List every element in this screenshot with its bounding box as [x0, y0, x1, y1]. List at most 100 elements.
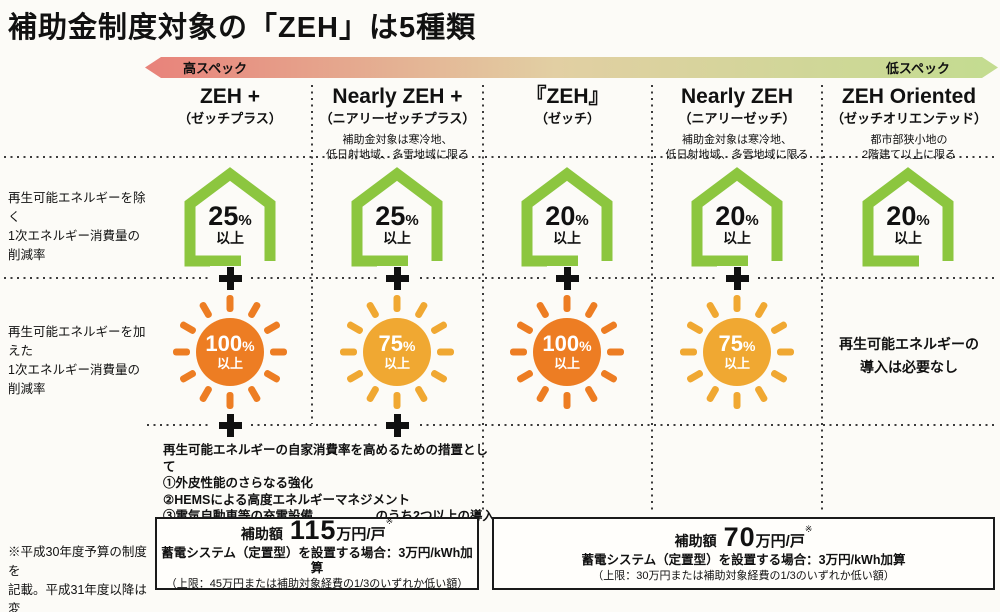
house-percentage: 20% 以上: [687, 166, 787, 268]
divider-col1-col2: [311, 85, 313, 424]
suffix: 以上: [383, 356, 410, 371]
subsidy-label: 補助額: [674, 533, 717, 549]
plus-icon: [210, 413, 250, 438]
measure-2: ②HEMSによる高度エネルギーマネジメント: [163, 492, 410, 507]
storage-system-line: 蓄電システム（定置型）を設置する場合：3万円/kWh加算: [161, 545, 473, 575]
percent-sign: %: [743, 338, 756, 354]
value: 20: [545, 201, 576, 231]
column-header-zeh-plus: ZEH + （ゼッチプラス）: [150, 84, 310, 128]
column-note: 補助金対象は寒冷地、 低日射地域、多雪地域に限る: [665, 134, 809, 161]
plus-icon: [377, 413, 417, 438]
sun-icon: 100% 以上: [507, 292, 627, 412]
measures-intro: 再生可能エネルギーの自家消費率を高めるための措置として: [163, 443, 489, 474]
subsidy-amount: 70万円/戸※: [724, 524, 813, 551]
subsidy-amount-line: 補助額 70万円/戸※: [675, 524, 813, 551]
budget-footnote: ※平成30年度予算の制度を 記載。平成31年度以降は変 更の可能性があります: [8, 545, 147, 612]
percent-sign: %: [575, 212, 589, 229]
storage-system-line: 蓄電システム（定置型）を設置する場合：3万円/kWh加算: [581, 553, 906, 567]
divider-row1-row2: [4, 277, 998, 279]
column-note: 都市部狭小地の 2階建て以上に限る: [861, 134, 957, 161]
high-spec-label: 高スペック: [183, 61, 248, 76]
sun-icon: 100% 以上: [170, 292, 290, 412]
plus-icon: [377, 266, 417, 291]
suffix: 以上: [216, 230, 244, 246]
cap-line: （上限：45万円または補助対象経費の1/3のいずれか低い額）: [165, 577, 469, 590]
suffix: 以上: [553, 356, 580, 371]
suffix: 以上: [383, 230, 411, 246]
divider-col2-col3: [482, 85, 484, 511]
subsidy-amount: 115万円/戸※: [289, 514, 393, 545]
subsidy-label: 補助額: [240, 525, 283, 542]
percent-sign: %: [242, 338, 255, 354]
column-kana: （ゼッチ）: [534, 111, 600, 126]
value: 100: [542, 331, 580, 356]
cap-line: （上限：30万円または補助対象経費の1/3のいずれか低い額）: [592, 570, 895, 582]
percent-sign: %: [745, 212, 759, 229]
page-title: 補助金制度対象の「ZEH」は5種類: [8, 12, 477, 44]
column-title: Nearly ZEH: [680, 85, 794, 108]
value: 25: [208, 201, 239, 231]
divider-row2-row3: [147, 424, 995, 426]
house-icon: 20% 以上: [858, 166, 958, 268]
column-header-zeh-oriented: ZEH Oriented （ゼッチオリエンテッド） 都市部狭小地の 2階建て以上…: [824, 84, 994, 163]
suffix: 以上: [723, 230, 751, 246]
no-renewable-required-text: 再生可能エネルギーの 導入は必要なし: [839, 336, 979, 375]
house-icon: 20% 以上: [517, 166, 617, 268]
column-header-zeh: 『ZEH』 （ゼッチ）: [485, 84, 650, 128]
suffix: 以上: [723, 356, 750, 371]
column-title: 『ZEH』: [525, 85, 610, 108]
column-header-nearly-zeh-plus: Nearly ZEH + （ニアリーゼッチプラス） 補助金対象は寒冷地、 低日射…: [314, 84, 481, 163]
subsidy-box-zeh-plus: 補助額 115万円/戸※ 蓄電システム（定置型）を設置する場合：3万円/kWh加…: [155, 514, 479, 590]
self-consumption-measures: 再生可能エネルギーの自家消費率を高めるための措置として ①外皮性能のさらなる強化…: [163, 442, 495, 525]
sun-icon: 75% 以上: [677, 292, 797, 412]
row1-label: 再生可能エネルギーを除く 1次エネルギー消費量の 削減率: [8, 191, 146, 262]
value: 20: [886, 201, 917, 231]
value: 25: [375, 201, 406, 231]
plus-icon: [547, 266, 587, 291]
divider-col4-col5: [821, 85, 823, 511]
column-kana: （ゼッチオリエンテッド）: [830, 111, 987, 126]
percent-sign: %: [916, 212, 930, 229]
column-header-nearly-zeh: Nearly ZEH （ニアリーゼッチ） 補助金対象は寒冷地、 低日射地域、多雪…: [654, 84, 820, 163]
percent-sign: %: [238, 212, 252, 229]
value: 20: [715, 201, 746, 231]
amount-value: 115: [289, 514, 337, 545]
low-spec-label: 低スペック: [885, 61, 950, 76]
column-title: ZEH Oriented: [841, 85, 977, 108]
percent-sign: %: [403, 338, 416, 354]
percent-sign: %: [405, 212, 419, 229]
house-icon: 25% 以上: [180, 166, 280, 268]
divider-header: [4, 156, 998, 158]
house-percentage: 25% 以上: [347, 166, 447, 268]
house-icon: 25% 以上: [347, 166, 447, 268]
suffix: 以上: [553, 230, 581, 246]
plus-icon: [210, 266, 250, 291]
house-percentage: 20% 以上: [517, 166, 617, 268]
measure-1: ①外皮性能のさらなる強化: [163, 476, 314, 490]
amount-value: 70: [723, 522, 756, 552]
divider-col3-col4: [651, 85, 653, 511]
house-icon: 20% 以上: [687, 166, 787, 268]
percent-sign: %: [579, 338, 592, 354]
sun-icon: 75% 以上: [337, 292, 457, 412]
sun-percentage: 75% 以上: [337, 292, 457, 412]
suffix: 以上: [216, 356, 243, 371]
column-kana: （ニアリーゼッチプラス）: [319, 111, 476, 126]
suffix: 以上: [894, 230, 922, 246]
house-percentage: 25% 以上: [180, 166, 280, 268]
amount-footnote-mark: ※: [804, 523, 813, 534]
column-title: ZEH +: [199, 85, 261, 108]
house-percentage: 20% 以上: [858, 166, 958, 268]
sun-percentage: 100% 以上: [507, 292, 627, 412]
column-title: Nearly ZEH +: [332, 85, 463, 108]
subsidy-box-zeh: 補助額 70万円/戸※ 蓄電システム（定置型）を設置する場合：3万円/kWh加算…: [492, 517, 995, 590]
column-kana: （ゼッチプラス）: [178, 111, 282, 126]
value: 75: [378, 331, 404, 356]
plus-icon: [717, 266, 757, 291]
column-kana: （ニアリーゼッチ）: [678, 111, 796, 126]
spec-gradient-bar: 高スペック 低スペック: [145, 57, 998, 78]
subsidy-amount-line: 補助額 115万円/戸※: [240, 514, 393, 545]
amount-unit: 万円/戸: [336, 525, 386, 543]
value: 75: [718, 331, 744, 356]
